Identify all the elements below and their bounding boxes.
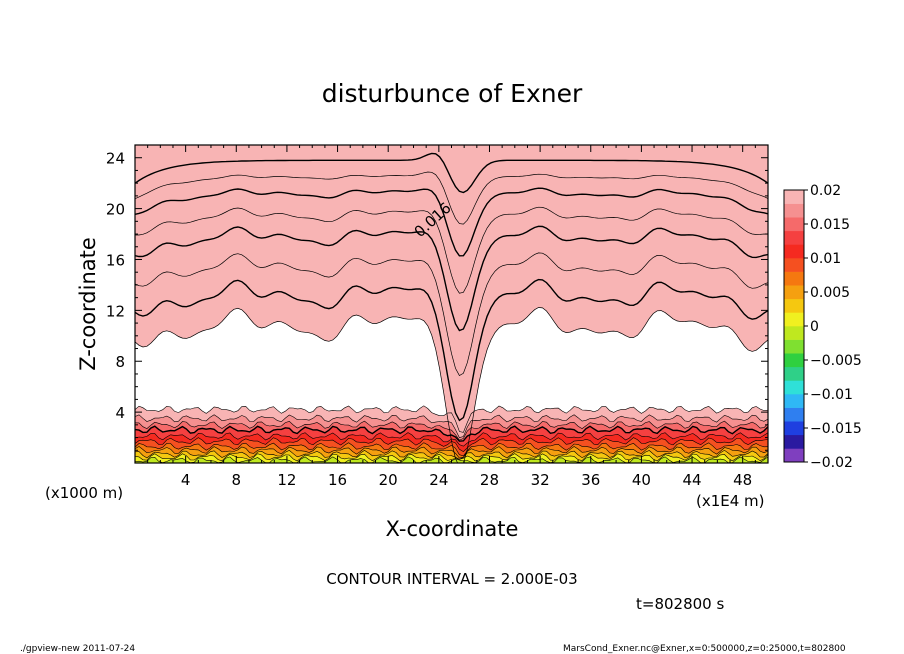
lower-contour-line <box>135 432 768 447</box>
colorbar-tick-label: 0.01 <box>810 251 841 267</box>
y-tick-label: 16 <box>106 251 125 269</box>
x-tick-label: 12 <box>277 471 296 489</box>
x-tick-label: 36 <box>581 471 600 489</box>
x-tick-label: 4 <box>181 471 191 489</box>
contour-lines <box>135 152 768 463</box>
colorbar-swatch <box>784 394 804 408</box>
colorbar-swatch <box>784 190 804 204</box>
lower-contour-band <box>135 456 768 463</box>
lower-contour-line <box>135 420 768 441</box>
colorbar-swatch <box>784 244 804 259</box>
lower-contour-line <box>135 449 768 460</box>
y-axis: 4 8 12 16 20 24 <box>106 150 768 451</box>
x-axis: 4 8 12 16 20 24 28 32 36 40 44 48 <box>147 145 756 489</box>
x-tick-label: 40 <box>632 471 651 489</box>
lower-contour-line <box>135 414 768 438</box>
footer-right: MarsCond_Exner.nc@Exner,x=0:500000,z=0:2… <box>563 644 846 654</box>
x-tick-label: 8 <box>232 471 242 489</box>
footer-left: ./gpview-new 2011-07-24 <box>20 644 135 654</box>
y-tick-label: 4 <box>115 404 125 422</box>
colorbar-swatch <box>784 434 804 449</box>
colorbar-swatch <box>784 230 804 245</box>
colorbar-tick-label: 0.005 <box>810 285 850 301</box>
colorbar-tick-label: −0.01 <box>810 387 853 403</box>
y-tick-label: 12 <box>106 302 125 320</box>
lower-contour-line <box>135 437 768 452</box>
colorbar-swatch <box>784 380 804 395</box>
colorbar-swatch <box>784 298 804 313</box>
x-tick-label: 28 <box>480 471 499 489</box>
colorbar-swatch <box>784 448 804 463</box>
chart-title: disturbunce of Exner <box>322 79 583 108</box>
lower-contour-line <box>135 446 768 459</box>
x-tick-label: 24 <box>429 471 448 489</box>
colorbar-swatch <box>784 326 804 340</box>
colorbar-tick-label: 0 <box>810 319 819 335</box>
y-tick-label: 20 <box>106 201 125 219</box>
colorbar-swatch <box>784 312 804 327</box>
x-tick-label: 44 <box>682 471 701 489</box>
y-tick-label: 8 <box>115 353 125 371</box>
lower-contour-line <box>135 442 768 457</box>
colorbar-swatch <box>784 258 804 272</box>
colorbar-swatch <box>784 271 804 286</box>
colorbar-tick-label: 0.015 <box>810 217 850 233</box>
colorbar-tick-label: −0.005 <box>810 353 862 369</box>
time-text: t=802800 s <box>636 595 724 613</box>
upper-contour-line <box>135 278 768 422</box>
y-axis-label: Z-coordinate <box>76 237 100 371</box>
x-axis-label: X-coordinate <box>386 517 519 541</box>
colorbar-swatch <box>784 353 804 368</box>
colorbar-swatch <box>784 203 804 218</box>
colorbar: 0.02 0.015 0.01 0.005 0 −0.005 −0.01 −0.015 −0.0… <box>783 183 862 471</box>
upper-contour-band <box>135 145 768 463</box>
y-tick-label: 24 <box>106 150 125 168</box>
x-unit-note: (x1E4 m) <box>696 492 765 510</box>
colorbar-tick-label: −0.02 <box>810 455 853 471</box>
lower-contour-line <box>135 453 768 462</box>
lower-contour-line <box>135 405 768 433</box>
contour-fills <box>135 145 768 463</box>
upper-contour-line <box>135 187 768 257</box>
x-tick-label: 32 <box>531 471 550 489</box>
upper-contour-line <box>135 171 768 225</box>
x-tick-label: 16 <box>328 471 347 489</box>
colorbar-tick-label: 0.02 <box>810 183 841 199</box>
x-tick-label: 48 <box>733 471 752 489</box>
colorbar-swatch <box>784 407 804 422</box>
contour-interval-text: CONTOUR INTERVAL = 2.000E-03 <box>326 570 577 588</box>
colorbar-swatch <box>784 285 804 300</box>
colorbar-swatch <box>784 421 804 436</box>
colorbar-swatch <box>784 339 804 354</box>
colorbar-swatch <box>784 366 804 381</box>
x-tick-label: 20 <box>379 471 398 489</box>
colorbar-swatch <box>784 217 804 232</box>
y-unit-note: (x1000 m) <box>45 484 123 502</box>
upper-contour-line <box>135 225 768 332</box>
colorbar-tick-label: −0.015 <box>810 421 862 437</box>
upper-contour-line <box>135 252 768 376</box>
upper-contour-line <box>135 206 768 294</box>
upper-contour-line <box>135 152 768 194</box>
lower-contour-line <box>135 425 768 442</box>
